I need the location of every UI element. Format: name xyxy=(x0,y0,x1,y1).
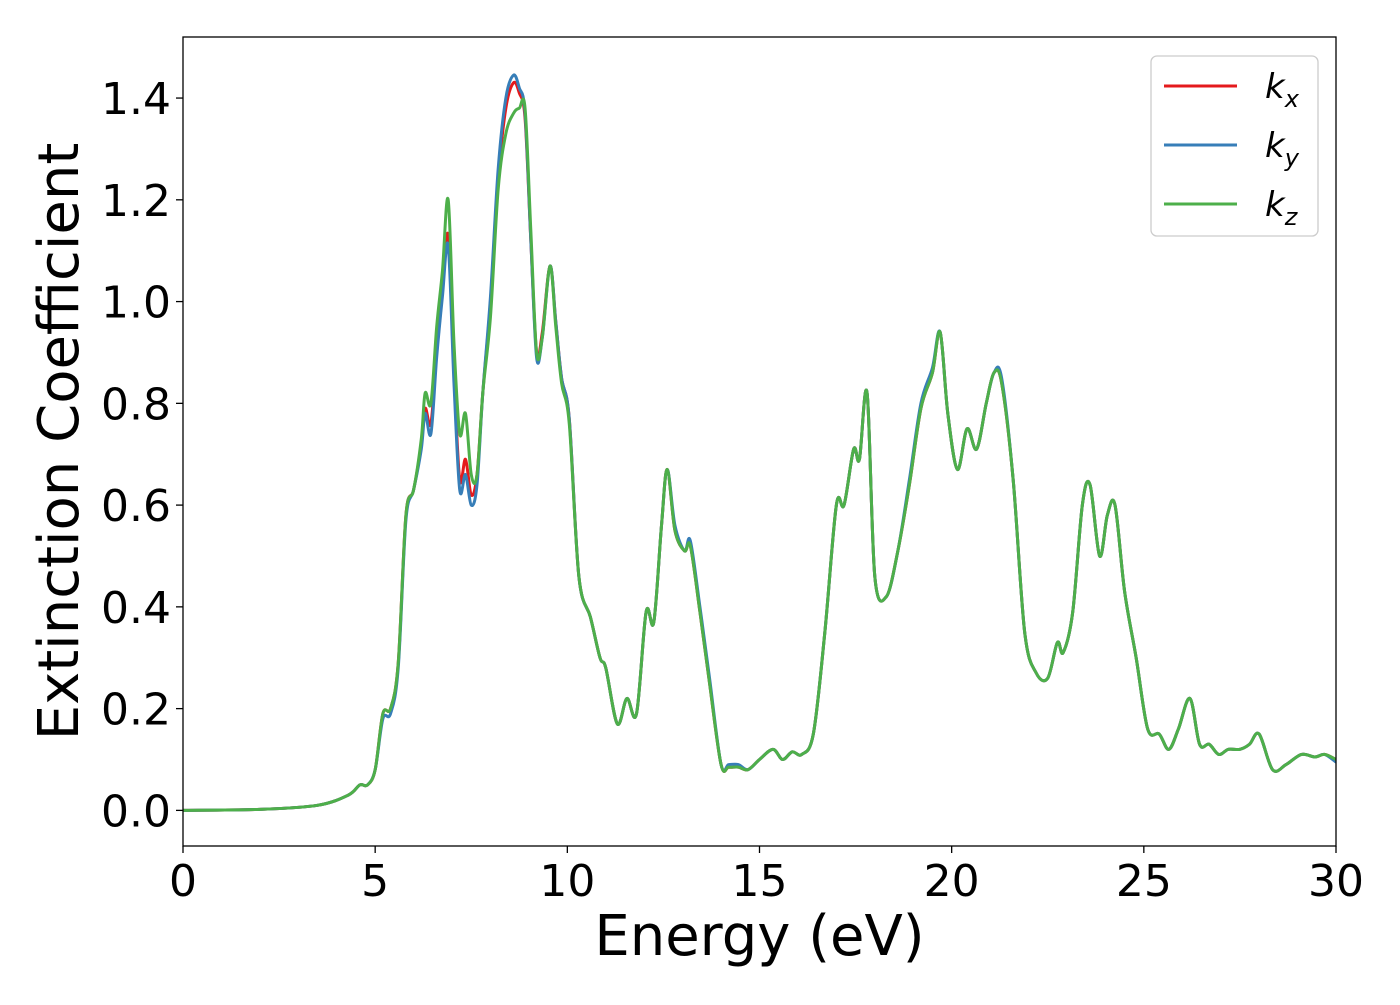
y-axis: 0.0 0.2 0.4 0.6 0.8 1.0 1.2 1.4 xyxy=(101,74,183,837)
legend-label-ky: ky xyxy=(1265,126,1300,172)
y-tick-label: 1.4 xyxy=(101,74,171,125)
series-line-kz xyxy=(183,97,1336,812)
x-tick-label: 5 xyxy=(361,856,389,907)
y-tick-label: 0.0 xyxy=(101,786,171,837)
x-tick-label: 15 xyxy=(732,856,788,907)
y-axis-label: Extinction Coefficient xyxy=(27,143,92,741)
legend-label-kx: kx xyxy=(1265,67,1300,113)
x-axis-label: Energy (eV) xyxy=(594,904,924,969)
y-tick-label: 0.4 xyxy=(101,583,171,634)
y-tick-label: 1.2 xyxy=(101,176,171,227)
legend-label-kz: kz xyxy=(1265,185,1299,231)
x-axis: 0 5 10 15 20 25 30 xyxy=(169,846,1364,907)
y-tick-label: 1.0 xyxy=(101,278,171,329)
y-tick-label: 0.6 xyxy=(101,481,171,532)
x-tick-label: 0 xyxy=(169,856,197,907)
lines-layer xyxy=(183,73,1336,812)
x-tick-label: 25 xyxy=(1116,856,1172,907)
y-tick-label: 0.8 xyxy=(101,379,171,430)
y-tick-label: 0.2 xyxy=(101,685,171,736)
x-tick-label: 10 xyxy=(539,856,595,907)
x-tick-label: 20 xyxy=(924,856,980,907)
x-tick-label: 30 xyxy=(1308,856,1364,907)
legend: kx ky kz xyxy=(1150,55,1319,237)
